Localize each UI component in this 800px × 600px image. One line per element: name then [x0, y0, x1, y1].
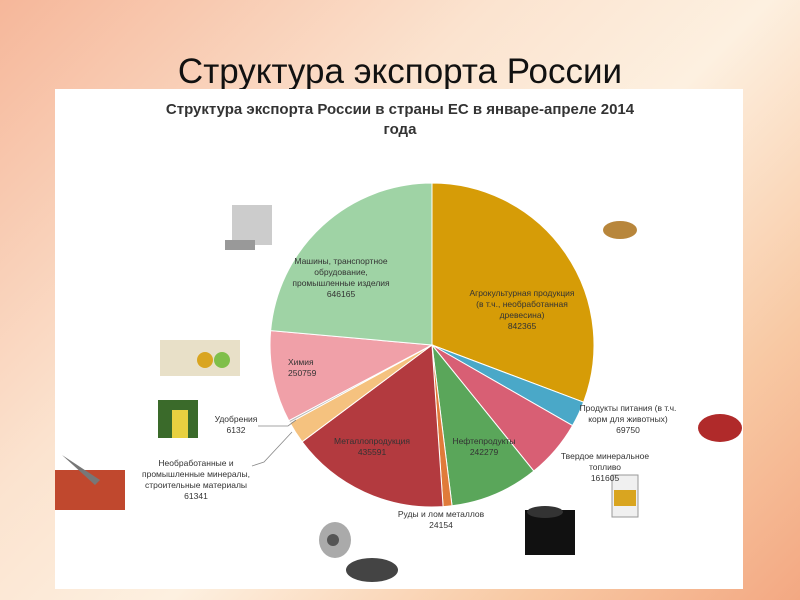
slice-label: Металлопродукция 435591	[334, 436, 410, 457]
slice-value: 24154	[429, 520, 453, 530]
slide-title: Структура экспорта России	[177, 52, 623, 91]
slice-value: 161605	[591, 473, 620, 483]
slice-label-line: промышленные минералы,	[142, 469, 250, 479]
slice-label: Агрокультурная продукция (в т.ч., необраб…	[469, 288, 574, 331]
slice-value: 250759	[288, 368, 317, 378]
slice-value: 6132	[227, 425, 246, 435]
slice-label-line: Машины, транспортное	[294, 256, 387, 266]
slice-label: Продукты питания (в т.ч. корм для животны…	[580, 403, 677, 435]
slice-label-line: Твердое минеральное	[561, 451, 650, 461]
slice-value: 646165	[327, 289, 356, 299]
slice-label: Нефтепродукты 242279	[452, 436, 515, 457]
leader-line	[258, 419, 297, 427]
oil-barrels-icon	[525, 506, 575, 555]
slice-label-line: корм для животных)	[588, 414, 668, 424]
slice-label: Машины, транспортное обрудование, промышле…	[292, 256, 390, 299]
slice-label: Химия 250759	[288, 357, 317, 378]
leader-line	[251, 431, 293, 467]
slice-value: 242279	[470, 447, 499, 457]
lab-flasks-icon	[160, 340, 240, 376]
sewing-machine-icon	[225, 205, 272, 250]
slice-label: Твердое минеральное топливо 161605	[561, 451, 650, 483]
chart-title: Структура экспорта России в страны ЕС в …	[0, 100, 800, 140]
leader-lines	[251, 419, 297, 467]
slice-label-line: топливо	[589, 462, 621, 472]
bricks-icon	[55, 455, 125, 510]
slice-label-line: Удобрения	[215, 414, 258, 424]
pie-slice	[270, 182, 433, 346]
slice-label-line: Агрокультурная продукция	[469, 288, 574, 298]
pie-slice	[431, 182, 595, 403]
slice-label-line: обрудование,	[314, 267, 368, 277]
slice-label-line: Нефтепродукты	[452, 436, 515, 446]
meat-icon	[698, 414, 742, 442]
slice-label: Руды и лом металлов 24154	[398, 509, 485, 530]
pie-slice	[301, 344, 444, 508]
pie-slice	[431, 343, 535, 507]
chart-title-line: Структура экспорта России в страны ЕС в …	[165, 101, 635, 118]
slice-label: Необработанные и промышленные минералы, ст…	[142, 458, 250, 501]
slice-value: 435591	[358, 447, 387, 457]
fertilizer-bottles-icon	[158, 400, 198, 438]
pie-slice	[269, 330, 434, 422]
slice-value: 842365	[508, 321, 537, 331]
slice-label-line: строительные материалы	[145, 480, 247, 490]
slice-label-line: Руды и лом металлов	[398, 509, 485, 519]
slice-value: 69750	[616, 425, 640, 435]
chart-title-line: года	[383, 121, 417, 138]
slice-label-line: промышленные изделия	[292, 278, 390, 288]
ore-icon	[346, 558, 398, 582]
metal-roll-icon	[319, 522, 351, 558]
slice-label-line: Металлопродукция	[334, 436, 410, 446]
slice-label-line: древесина)	[500, 310, 545, 320]
slice-label: Удобрения 6132	[215, 414, 258, 435]
motor-oil-icon	[611, 474, 639, 518]
slice-value: 61341	[184, 491, 208, 501]
grain-icon	[603, 221, 637, 239]
slice-label-line: Продукты питания (в т.ч.	[580, 403, 677, 413]
slice-label-line: Химия	[288, 357, 314, 367]
slice-label-line: (в т.ч., необработанная	[476, 299, 568, 309]
slice-label-line: Необработанные и	[158, 458, 233, 468]
